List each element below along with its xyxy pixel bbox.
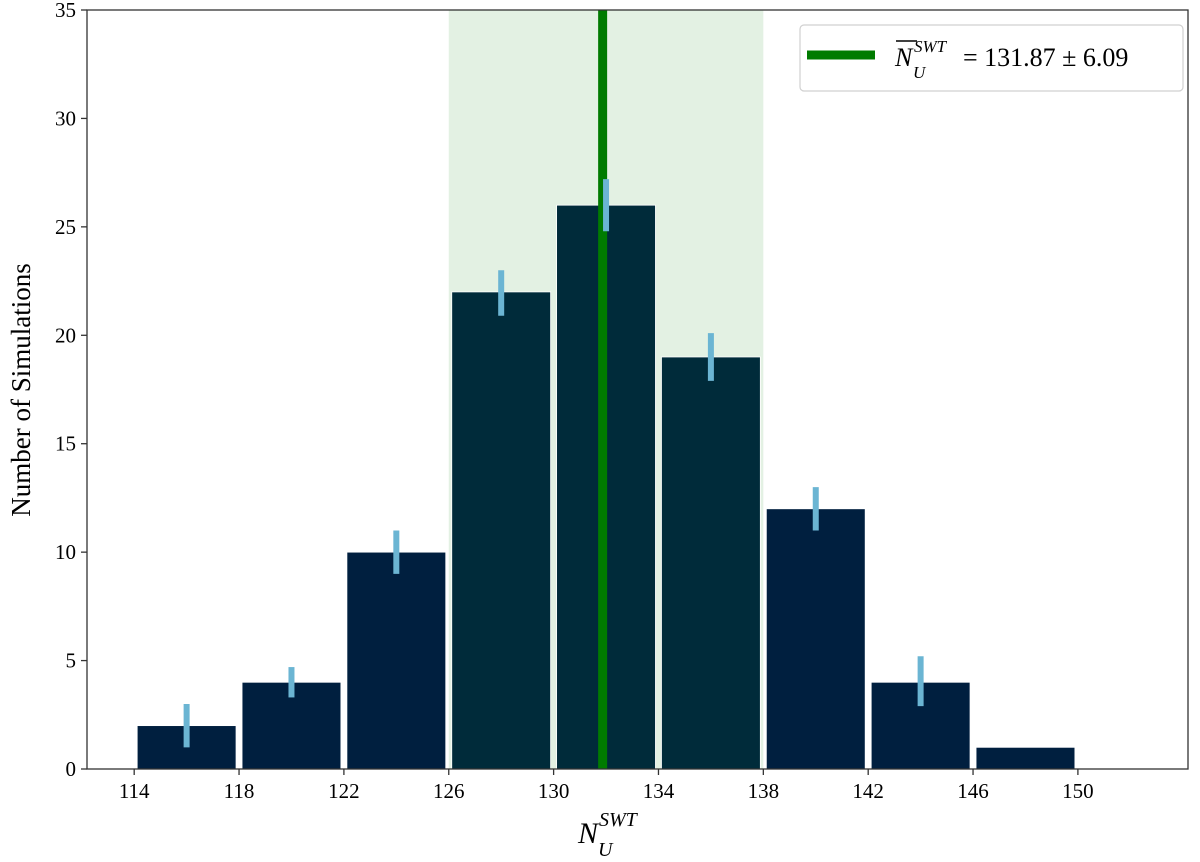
histogram-bar [346,551,447,770]
x-tick-label: 142 [852,779,884,803]
y-tick-label: 25 [55,215,76,239]
x-tick-label: 126 [433,779,465,803]
x-tick-label: 122 [328,779,360,803]
y-tick-label: 20 [55,323,76,347]
x-tick-label: 114 [119,779,150,803]
y-axis-ticks: 0 5 10 15 20 25 30 35 [55,0,87,781]
y-tick-label: 15 [55,432,76,456]
legend-symbol: N [894,43,914,72]
histogram-bar [661,356,761,770]
x-tick-label: 138 [748,779,780,803]
y-tick-label: 0 [66,757,77,781]
plot-frame [86,9,1189,770]
y-tick-label: 30 [55,106,76,130]
x-title-sup: SWT [599,809,639,831]
x-tick-label: 134 [643,779,675,803]
legend: N U SWT = 131.87 ± 6.09 [799,24,1184,92]
y-tick-label: 5 [66,649,77,673]
histogram-bar [451,291,552,770]
y-axis-title: Number of Simulations [6,263,36,516]
x-title-symbol: N [577,817,600,850]
y-tick-label: 10 [55,540,76,564]
legend-value: = 131.87 ± 6.09 [963,43,1128,72]
x-axis-title: N U SWT [577,809,639,861]
x-axis-ticks: 114 118 122 126 130 134 138 142 146 150 [119,769,1094,803]
x-tick-label: 118 [224,779,255,803]
legend-box [799,24,1184,92]
y-tick-label: 35 [55,0,76,22]
x-tick-label: 150 [1062,779,1094,803]
histogram-bar [765,508,866,770]
legend-sup: SWT [914,37,948,56]
histogram-bar [975,746,1076,770]
error-bars [183,179,924,748]
x-title-sub: U [598,839,614,861]
x-tick-label: 146 [957,779,989,803]
x-tick-label: 130 [538,779,570,803]
legend-sub: U [913,63,927,82]
